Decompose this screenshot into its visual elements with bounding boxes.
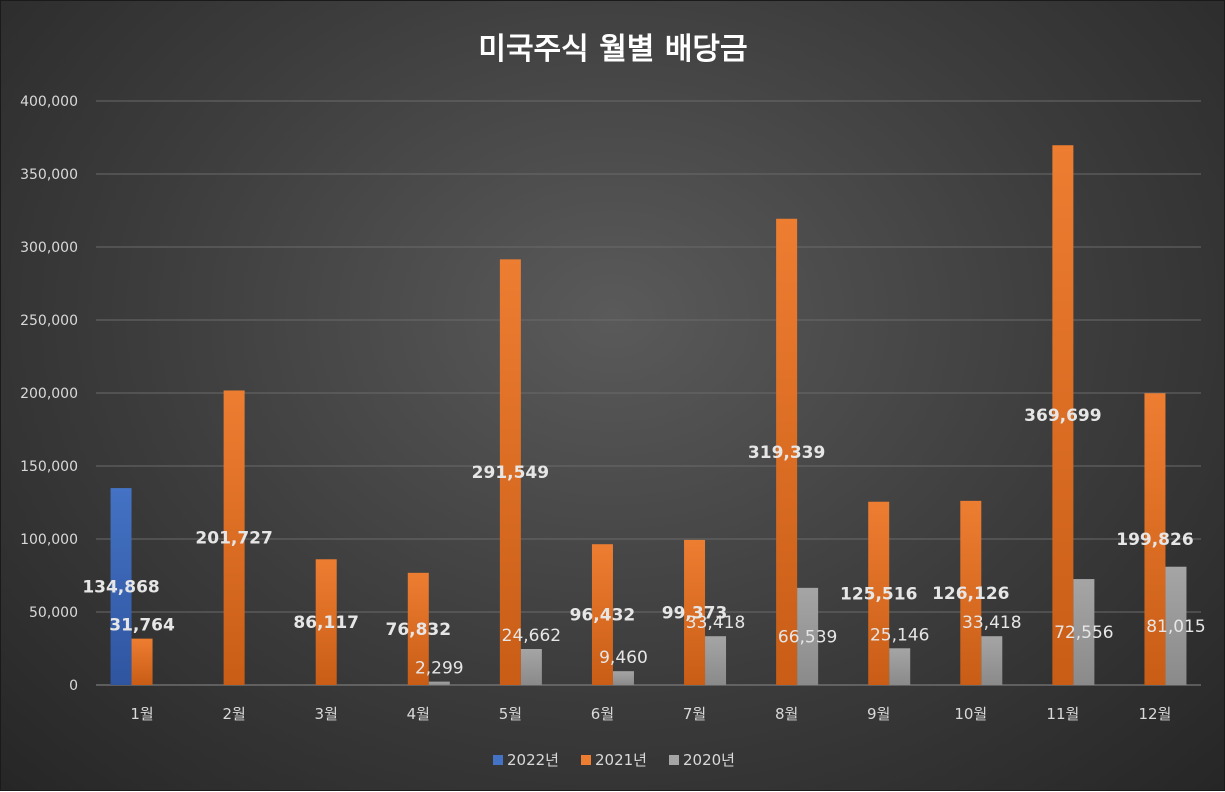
data-label: 81,015 bbox=[1146, 617, 1205, 637]
y-tick-label: 250,000 bbox=[20, 313, 78, 329]
x-tick-label: 5월 bbox=[499, 705, 522, 723]
y-axis-ticks: 0 50,000 100,000 150,000 200,000 250,000 300,0… bbox=[20, 94, 78, 694]
x-axis-ticks: 1월 2월 3월 4월 5월 6월 7월 8월 9월 10월 11월 12월 bbox=[130, 705, 1171, 723]
data-label: 31,764 bbox=[109, 616, 175, 636]
bar-2021년-6월 bbox=[591, 544, 613, 685]
gridlines bbox=[96, 100, 1201, 686]
x-tick-label: 10월 bbox=[954, 705, 987, 723]
legend-label: 2020년 bbox=[683, 751, 735, 769]
y-tick-label: 0 bbox=[69, 678, 78, 694]
x-tick-label: 12월 bbox=[1139, 705, 1172, 723]
bar-2020년-5월 bbox=[520, 648, 542, 685]
bar-2021년-12월 bbox=[1144, 393, 1166, 685]
data-labels: 134,868 31,764 201,727 86,117 76,832 291,549 9… bbox=[82, 406, 1205, 679]
legend: 2022년 2021년 2020년 bbox=[493, 751, 735, 769]
x-tick-label: 6월 bbox=[591, 705, 614, 723]
bar-2020년-4월 bbox=[428, 681, 450, 685]
bars bbox=[110, 145, 1187, 686]
bar-2021년-5월 bbox=[499, 259, 521, 685]
x-tick-label: 8월 bbox=[775, 705, 798, 723]
data-label: 2,299 bbox=[415, 659, 464, 679]
y-tick-label: 50,000 bbox=[29, 605, 78, 621]
y-tick-label: 200,000 bbox=[20, 386, 78, 402]
x-tick-label: 9월 bbox=[867, 705, 890, 723]
data-label: 25,146 bbox=[870, 625, 929, 645]
bar-2022년-1월 bbox=[110, 488, 132, 685]
legend-label: 2021년 bbox=[595, 751, 647, 769]
data-label: 201,727 bbox=[195, 529, 272, 549]
data-label: 96,432 bbox=[570, 606, 636, 626]
bar-2021년-4월 bbox=[407, 572, 429, 685]
data-label: 86,117 bbox=[293, 613, 359, 633]
y-tick-label: 300,000 bbox=[20, 240, 78, 256]
data-label: 369,699 bbox=[1024, 406, 1101, 426]
x-tick-label: 1월 bbox=[130, 705, 153, 723]
bar-2021년-3월 bbox=[315, 559, 337, 685]
bar-2021년-11월 bbox=[1052, 145, 1074, 686]
legend-label: 2022년 bbox=[507, 751, 559, 769]
y-tick-label: 400,000 bbox=[20, 94, 78, 110]
chart-title: 미국주식 월별 배당금 bbox=[478, 32, 747, 67]
x-tick-label: 4월 bbox=[407, 705, 430, 723]
bar-2020년-7월 bbox=[705, 636, 727, 685]
data-label: 134,868 bbox=[82, 578, 159, 598]
data-label: 72,556 bbox=[1054, 623, 1113, 643]
x-tick-label: 2월 bbox=[222, 705, 245, 723]
bar-2021년-8월 bbox=[776, 218, 798, 685]
x-tick-label: 11월 bbox=[1046, 705, 1079, 723]
bar-2021년-7월 bbox=[684, 539, 706, 685]
legend-swatch bbox=[581, 755, 591, 765]
bar-2021년-9월 bbox=[868, 501, 890, 685]
bar-2021년-10월 bbox=[960, 500, 982, 685]
data-label: 99,373 bbox=[662, 603, 728, 623]
x-tick-label: 3월 bbox=[315, 705, 338, 723]
data-label: 319,339 bbox=[748, 443, 825, 463]
data-label: 291,549 bbox=[472, 463, 549, 483]
data-label: 66,539 bbox=[778, 627, 837, 647]
data-label: 9,460 bbox=[599, 648, 648, 668]
bar-2020년-12월 bbox=[1165, 566, 1187, 685]
data-label: 33,418 bbox=[962, 613, 1021, 633]
data-label: 199,826 bbox=[1116, 530, 1193, 550]
legend-swatch bbox=[669, 755, 679, 765]
bar-2020년-10월 bbox=[981, 636, 1003, 685]
data-label: 33,418 bbox=[686, 613, 745, 633]
x-tick-label: 7월 bbox=[683, 705, 706, 723]
bar-2020년-11월 bbox=[1073, 579, 1095, 685]
y-tick-label: 100,000 bbox=[20, 532, 78, 548]
bar-2020년-6월 bbox=[612, 671, 634, 685]
bar-2020년-8월 bbox=[797, 587, 819, 685]
bar-2021년-2월 bbox=[223, 390, 245, 685]
data-label: 125,516 bbox=[840, 584, 917, 604]
y-tick-label: 350,000 bbox=[20, 167, 78, 183]
data-label: 76,832 bbox=[385, 620, 451, 640]
legend-swatch bbox=[493, 755, 503, 765]
data-label: 24,662 bbox=[502, 626, 561, 646]
bar-2020년-9월 bbox=[889, 648, 911, 685]
bar-2021년-1월 bbox=[131, 638, 153, 685]
y-tick-label: 150,000 bbox=[20, 459, 78, 475]
data-label: 126,126 bbox=[932, 584, 1009, 604]
